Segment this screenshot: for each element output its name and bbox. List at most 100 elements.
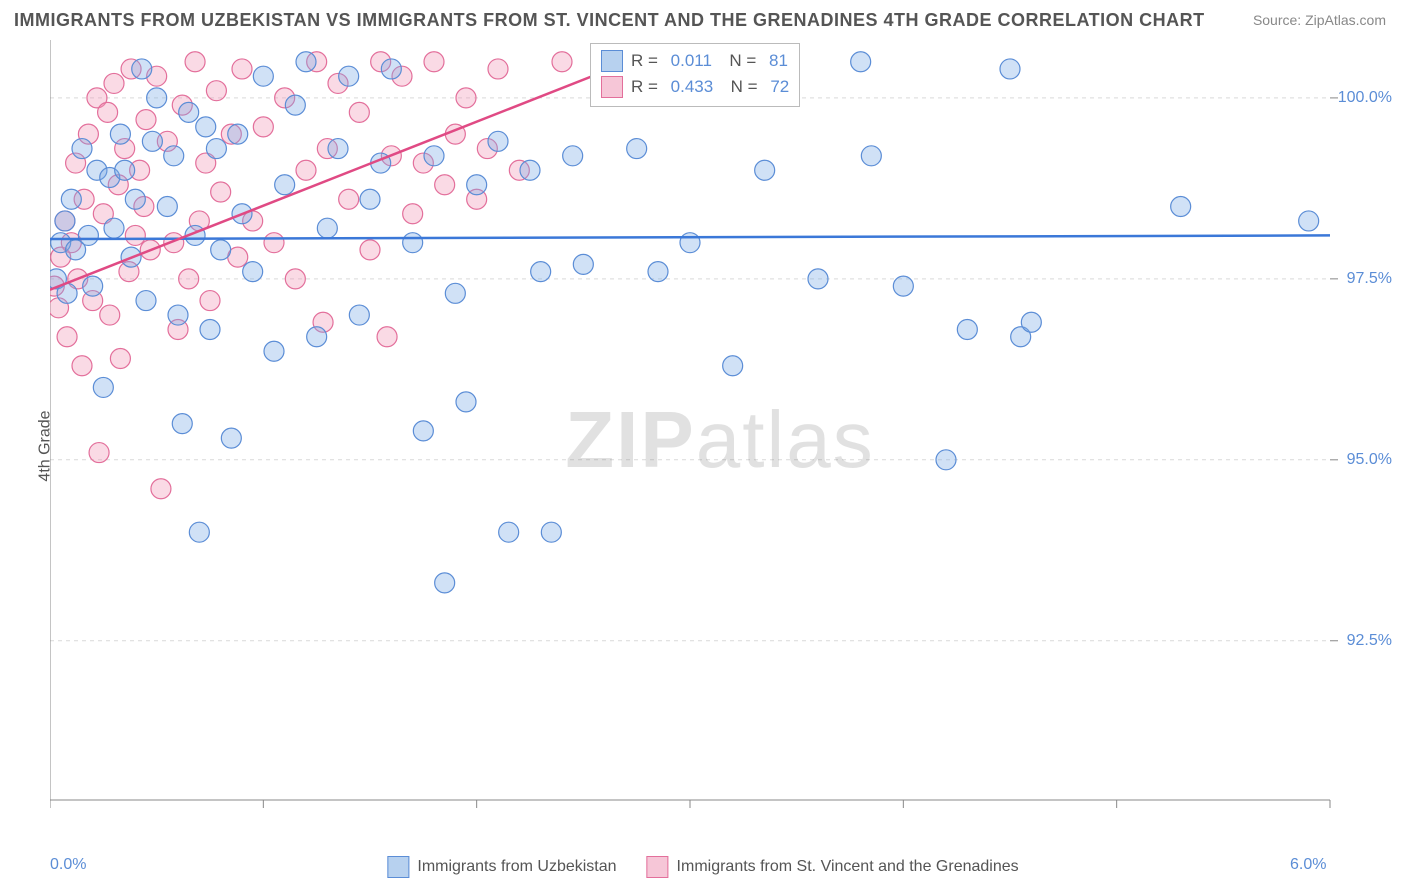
legend-item: Immigrants from Uzbekistan xyxy=(387,856,616,878)
data-point xyxy=(488,131,508,151)
y-tick-label: 92.5% xyxy=(1347,632,1392,650)
data-point xyxy=(1021,312,1041,332)
data-point xyxy=(132,59,152,79)
data-point xyxy=(110,348,130,368)
data-point xyxy=(445,283,465,303)
data-point xyxy=(253,117,273,137)
data-point xyxy=(147,88,167,108)
stats-r-value: 0.433 xyxy=(671,77,714,97)
source-prefix: Source: xyxy=(1253,12,1305,28)
stats-n-value: 72 xyxy=(770,77,789,97)
stats-r-label: R = xyxy=(631,51,663,71)
legend-label: Immigrants from St. Vincent and the Gren… xyxy=(677,858,1019,876)
data-point xyxy=(110,124,130,144)
data-point xyxy=(275,175,295,195)
data-point xyxy=(232,59,252,79)
data-point xyxy=(72,356,92,376)
source-link[interactable]: ZipAtlas.com xyxy=(1305,12,1386,28)
data-point xyxy=(627,139,647,159)
data-point xyxy=(680,233,700,253)
data-point xyxy=(83,276,103,296)
legend-swatch xyxy=(387,856,409,878)
data-point xyxy=(435,175,455,195)
data-point xyxy=(957,320,977,340)
legend-swatch xyxy=(647,856,669,878)
data-point xyxy=(424,146,444,166)
data-point xyxy=(200,291,220,311)
data-point xyxy=(211,182,231,202)
data-point xyxy=(424,52,444,72)
data-point xyxy=(360,240,380,260)
x-tick-label: 0.0% xyxy=(50,856,86,874)
data-point xyxy=(164,146,184,166)
data-point xyxy=(1171,196,1191,216)
data-point xyxy=(196,117,216,137)
data-point xyxy=(893,276,913,296)
stats-swatch xyxy=(601,76,623,98)
data-point xyxy=(435,573,455,593)
stats-n-label: N = xyxy=(721,77,762,97)
data-point xyxy=(520,160,540,180)
stats-row: R = 0.011 N = 81 xyxy=(601,48,789,74)
data-point xyxy=(861,146,881,166)
source-attribution: Source: ZipAtlas.com xyxy=(1253,12,1386,28)
data-point xyxy=(57,327,77,347)
data-point xyxy=(648,262,668,282)
chart-container: IMMIGRANTS FROM UZBEKISTAN VS IMMIGRANTS… xyxy=(0,0,1406,892)
data-point xyxy=(200,320,220,340)
data-point xyxy=(206,139,226,159)
data-point xyxy=(185,52,205,72)
bottom-legend: Immigrants from Uzbekistan Immigrants fro… xyxy=(387,856,1018,878)
stats-swatch xyxy=(601,50,623,72)
data-point xyxy=(285,269,305,289)
data-point xyxy=(104,218,124,238)
data-point xyxy=(541,522,561,542)
stats-r-label: R = xyxy=(631,77,663,97)
data-point xyxy=(228,124,248,144)
data-point xyxy=(851,52,871,72)
legend-item: Immigrants from St. Vincent and the Gren… xyxy=(647,856,1019,878)
data-point xyxy=(179,269,199,289)
data-point xyxy=(723,356,743,376)
data-point xyxy=(285,95,305,115)
stats-r-value: 0.011 xyxy=(671,51,712,71)
data-point xyxy=(552,52,572,72)
data-point xyxy=(125,189,145,209)
data-point xyxy=(136,110,156,130)
data-point xyxy=(125,225,145,245)
data-point xyxy=(1299,211,1319,231)
data-point xyxy=(98,102,118,122)
data-point xyxy=(349,102,369,122)
data-point xyxy=(413,421,433,441)
data-point xyxy=(936,450,956,470)
data-point xyxy=(55,211,75,231)
data-point xyxy=(61,189,81,209)
legend-label: Immigrants from Uzbekistan xyxy=(417,858,616,876)
data-point xyxy=(307,327,327,347)
data-point xyxy=(339,189,359,209)
data-point xyxy=(381,59,401,79)
data-point xyxy=(211,240,231,260)
chart-svg xyxy=(50,40,1390,840)
data-point xyxy=(296,52,316,72)
data-point xyxy=(221,428,241,448)
data-point xyxy=(349,305,369,325)
data-point xyxy=(456,392,476,412)
data-point xyxy=(808,269,828,289)
data-point xyxy=(264,341,284,361)
data-point xyxy=(104,73,124,93)
x-tick-label: 6.0% xyxy=(1290,856,1326,874)
data-point xyxy=(377,327,397,347)
data-point xyxy=(72,139,92,159)
stats-row: R = 0.433 N = 72 xyxy=(601,74,789,100)
y-tick-label: 95.0% xyxy=(1347,451,1392,469)
data-point xyxy=(151,479,171,499)
data-point xyxy=(403,204,423,224)
data-point xyxy=(1000,59,1020,79)
y-tick-label: 100.0% xyxy=(1338,89,1392,107)
data-point xyxy=(563,146,583,166)
data-point xyxy=(328,139,348,159)
data-point xyxy=(206,81,226,101)
data-point xyxy=(253,66,273,86)
chart-area: ZIPatlas R = 0.011 N = 81R = 0.433 N = 7… xyxy=(50,40,1390,840)
